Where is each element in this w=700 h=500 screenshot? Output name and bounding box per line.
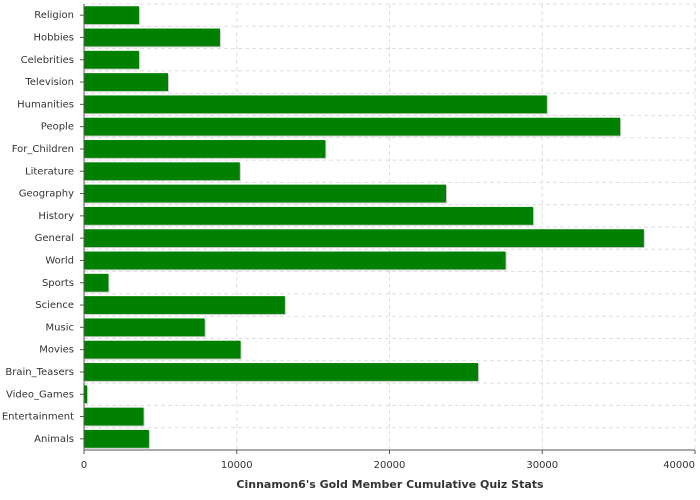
y-tick-label: Movies <box>39 345 74 356</box>
y-tick-label: Entertainment <box>2 412 74 423</box>
y-tick-label: Geography <box>19 189 74 200</box>
bar <box>84 340 241 359</box>
x-tick-label: 40000 <box>663 460 695 471</box>
y-tick-label: Hobbies <box>34 32 74 43</box>
bar <box>84 206 534 225</box>
y-tick-label: Television <box>24 77 74 88</box>
bar <box>84 318 205 337</box>
bar <box>84 251 506 270</box>
y-tick-label: History <box>38 211 74 222</box>
bar <box>84 429 149 448</box>
x-tick-label: 10000 <box>221 460 253 471</box>
y-tick-label: Literature <box>25 166 74 177</box>
bar <box>84 363 479 381</box>
bar <box>84 273 109 292</box>
y-tick-label: Brain_Teasers <box>5 367 74 378</box>
y-tick-label: Science <box>35 300 74 311</box>
y-tick-label: For_Children <box>12 144 74 155</box>
y-tick-label: Animals <box>34 434 74 445</box>
y-tick-label: Celebrities <box>21 55 74 66</box>
x-axis-label: Cinnamon6's Gold Member Cumulative Quiz … <box>236 478 544 491</box>
y-tick-label: World <box>45 255 74 266</box>
bar <box>84 296 285 314</box>
bar <box>84 95 547 114</box>
bar <box>84 28 220 47</box>
bar <box>84 73 169 91</box>
y-tick-label: Video_Games <box>6 389 74 400</box>
bar <box>84 407 144 426</box>
y-tick-label: General <box>35 233 74 244</box>
x-tick-label: 20000 <box>374 460 406 471</box>
y-tick-label: Sports <box>42 278 74 289</box>
bar <box>84 162 240 181</box>
x-tick-label: 0 <box>81 460 87 471</box>
bar <box>84 6 139 25</box>
bar <box>84 385 88 404</box>
y-tick-label: People <box>41 122 74 133</box>
y-tick-label: Humanities <box>17 99 74 110</box>
bar <box>84 117 621 136</box>
bar <box>84 50 139 69</box>
x-tick-label: 30000 <box>526 460 558 471</box>
bar <box>84 229 644 248</box>
y-tick-label: Religion <box>34 10 74 21</box>
bar <box>84 140 326 158</box>
y-tick-label: Music <box>46 322 74 333</box>
bar <box>84 184 447 203</box>
